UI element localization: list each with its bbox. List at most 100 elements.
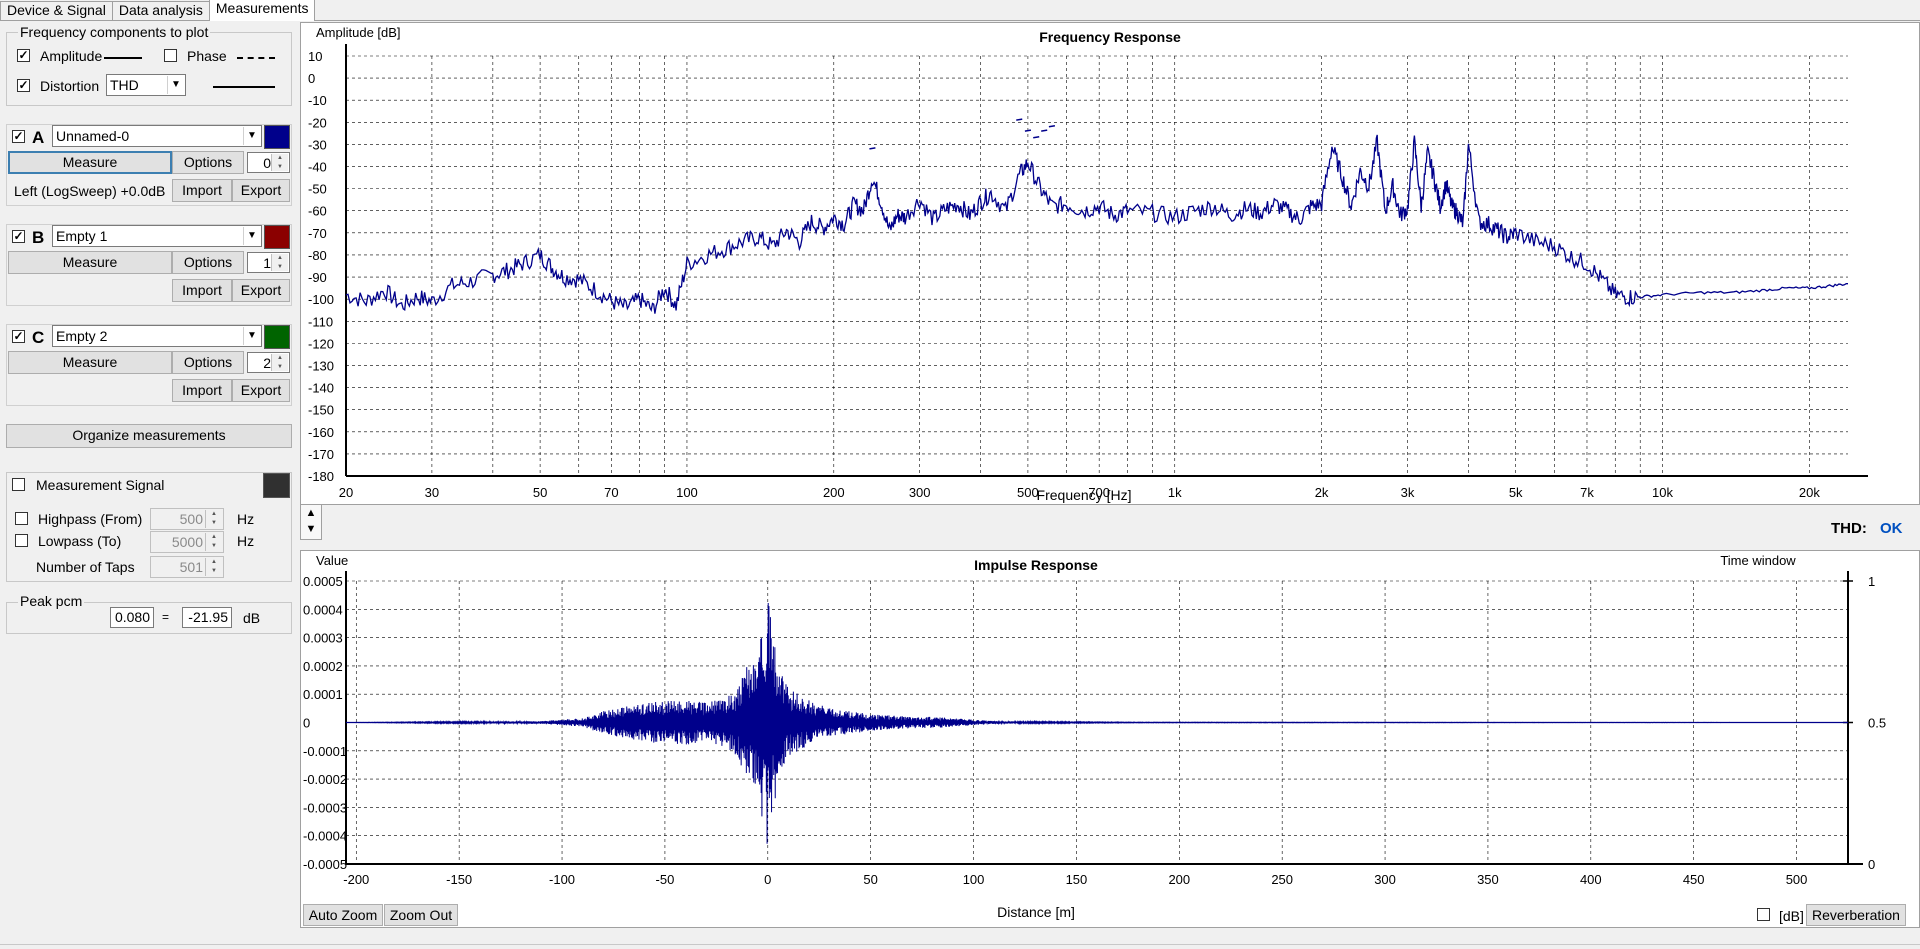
slot-color-swatch[interactable] <box>264 125 290 149</box>
slot-color-swatch[interactable] <box>264 225 290 249</box>
taps-input[interactable]: 501 ▲ ▼ <box>150 556 224 578</box>
slot-measure-button[interactable]: Measure <box>8 151 172 174</box>
measurement-signal-color[interactable] <box>263 473 290 498</box>
phase-line-sample <box>237 57 275 59</box>
slot-index-value: 1 <box>263 255 271 271</box>
lowpass-input[interactable]: 5000 ▲ ▼ <box>150 531 224 553</box>
y-tick-label: -120 <box>308 336 334 351</box>
status-bar-divider <box>0 944 1920 945</box>
y-tick-label: -0.0002 <box>303 772 347 787</box>
x-tick-label: 50 <box>863 872 877 887</box>
slot-index-stepper[interactable]: 0 ▲ ▼ <box>247 152 290 173</box>
thd-status-label: THD: <box>1831 520 1867 537</box>
slot-name-value: Empty 1 <box>56 228 108 244</box>
slot-enable-checkbox[interactable]: ✓ <box>12 329 25 343</box>
chevron-down-icon: ▼ <box>243 327 260 345</box>
peak-pcm-group <box>6 602 292 634</box>
distortion-select-value: THD <box>110 77 139 93</box>
distortion-line-sample <box>213 86 275 88</box>
spinner-arrows-icon: ▲ ▼ <box>271 354 288 371</box>
slot-info-text: Left (LogSweep) +0.0dB <box>14 183 166 199</box>
y-tick-label: 10 <box>308 49 322 64</box>
measurement-slot-a <box>6 124 292 206</box>
slot-index-stepper[interactable]: 2 ▲ ▼ <box>247 352 290 373</box>
highpass-value: 500 <box>179 511 203 527</box>
slot-export-button[interactable]: Export <box>232 279 290 302</box>
slot-options-button[interactable]: Options <box>172 151 244 174</box>
slot-export-button[interactable]: Export <box>232 379 290 402</box>
zoom-out-button[interactable]: Zoom Out <box>384 904 458 926</box>
distortion-point <box>1033 136 1040 139</box>
slot-enable-checkbox[interactable]: ✓ <box>12 229 25 243</box>
time-window-tick-label: 0 <box>1868 857 1875 872</box>
slot-index-stepper[interactable]: 1 ▲ ▼ <box>247 252 290 273</box>
tab-data-analysis[interactable]: Data analysis <box>111 1 210 20</box>
slot-color-swatch[interactable] <box>264 325 290 349</box>
tab-device-signal[interactable]: Device & Signal <box>0 1 113 20</box>
distortion-checkbox[interactable]: ✓ <box>17 78 30 92</box>
phase-label: Phase <box>187 48 227 64</box>
lowpass-checkbox[interactable] <box>15 534 28 547</box>
slot-export-button[interactable]: Export <box>232 179 290 202</box>
chevron-down-icon: ▼ <box>243 227 260 245</box>
measurement-signal-checkbox[interactable] <box>12 478 25 491</box>
y-tick-label: -150 <box>308 403 334 418</box>
slot-measure-button[interactable]: Measure <box>8 251 172 274</box>
amplitude-checkbox[interactable]: ✓ <box>17 48 30 62</box>
slot-name-select[interactable]: Empty 2 ▼ <box>52 325 262 347</box>
peak-db-unit: dB <box>243 610 261 626</box>
impulse-response-chart[interactable]: Impulse Response Value Time window Distance… <box>301 551 1919 927</box>
slot-measure-button[interactable]: Measure <box>8 351 172 374</box>
x-tick-label: 0 <box>764 872 771 887</box>
x-tick-label: 30 <box>425 485 439 500</box>
x-tick-label: 100 <box>963 872 985 887</box>
impulse-response-panel[interactable]: Impulse Response Value Time window Distance… <box>300 550 1920 928</box>
splitter-arrows-icon[interactable]: ▲ ▼ <box>300 504 322 540</box>
slot-import-button[interactable]: Import <box>172 379 232 402</box>
x-tick-label: 300 <box>1374 872 1396 887</box>
taps-value: 501 <box>179 559 203 575</box>
phase-checkbox[interactable] <box>164 49 177 62</box>
y-tick-label: -170 <box>308 447 334 462</box>
frequency-response-panel[interactable]: Frequency Response Amplitude [dB] Frequenc… <box>300 22 1920 505</box>
slot-name-select[interactable]: Empty 1 ▼ <box>52 225 262 247</box>
slot-import-button[interactable]: Import <box>172 279 232 302</box>
slot-enable-checkbox[interactable]: ✓ <box>12 129 25 143</box>
x-tick-label: -100 <box>549 872 575 887</box>
amplitude-label: Amplitude <box>40 48 103 64</box>
y-tick-label: -130 <box>308 358 334 373</box>
organize-measurements-button[interactable]: Organize measurements <box>6 424 292 448</box>
x-tick-label: 2k <box>1315 485 1329 500</box>
y-axis-label: Amplitude [dB] <box>316 25 401 40</box>
tab-bar: Device & Signal Data analysis Measuremen… <box>0 0 316 21</box>
distortion-point <box>1024 129 1032 132</box>
tab-measurements[interactable]: Measurements <box>208 0 316 21</box>
peak-pcm-value: 0.080 <box>110 607 154 628</box>
distortion-point <box>1041 129 1048 132</box>
x-tick-label: 200 <box>823 485 845 500</box>
y-tick-label: -100 <box>308 292 334 307</box>
chart-title: Frequency Response <box>1039 29 1181 45</box>
distortion-select[interactable]: THD ▼ <box>106 74 186 96</box>
lowpass-value: 5000 <box>171 534 203 550</box>
slot-name-select[interactable]: Unnamed-0 ▼ <box>52 125 262 147</box>
slot-options-button[interactable]: Options <box>172 251 244 274</box>
frequency-response-chart[interactable]: Frequency Response Amplitude [dB] Frequenc… <box>301 23 1919 504</box>
db-checkbox[interactable] <box>1757 908 1770 921</box>
x-tick-label: 7k <box>1580 485 1594 500</box>
y-tick-label: -0.0003 <box>303 800 347 815</box>
highpass-input[interactable]: 500 ▲ ▼ <box>150 508 224 530</box>
lowpass-unit: Hz <box>237 533 255 549</box>
y-tick-label: -180 <box>308 469 334 484</box>
auto-zoom-button[interactable]: Auto Zoom <box>303 904 383 926</box>
slot-import-button[interactable]: Import <box>172 179 232 202</box>
slot-options-button[interactable]: Options <box>172 351 244 374</box>
x-tick-label: 350 <box>1477 872 1499 887</box>
highpass-checkbox[interactable] <box>15 512 28 525</box>
chevron-down-icon: ▼ <box>167 76 184 94</box>
x-tick-label: 500 <box>1017 485 1039 500</box>
x-tick-label: 1k <box>1168 485 1182 500</box>
reverberation-button[interactable]: Reverberation <box>1806 904 1906 926</box>
y-tick-label: 0.0005 <box>303 574 343 589</box>
x-tick-label: 200 <box>1168 872 1190 887</box>
